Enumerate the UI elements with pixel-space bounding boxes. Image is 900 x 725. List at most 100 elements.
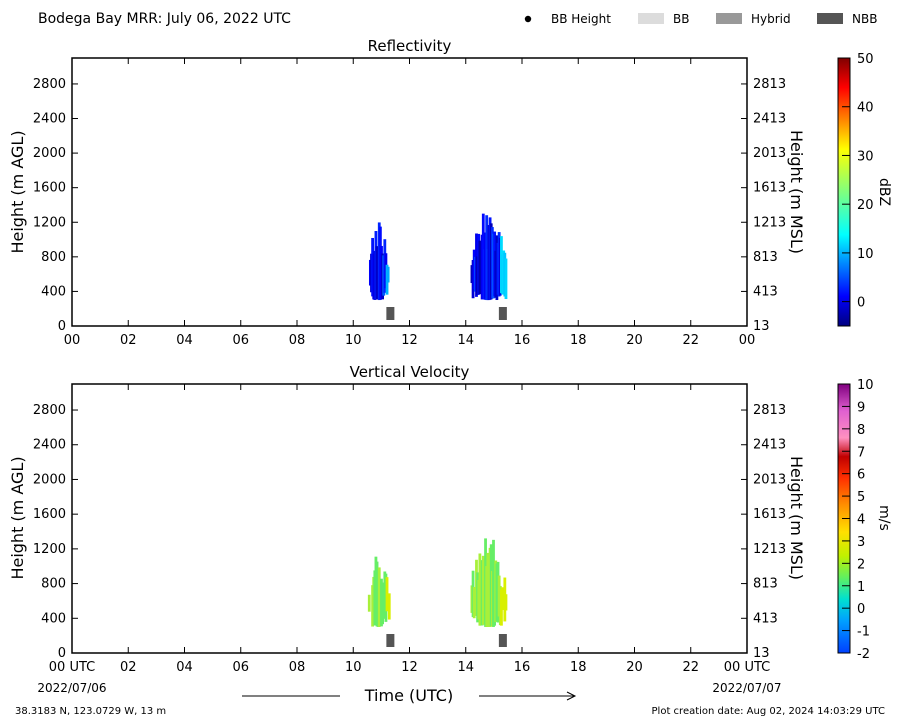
colorbar-tick-label: 40 bbox=[857, 101, 874, 116]
dbz-colorbar-label: dBZ bbox=[876, 178, 892, 206]
x-tick-label: 00 bbox=[739, 333, 756, 348]
nbb-marker bbox=[498, 307, 507, 320]
legend-bb-swatch bbox=[638, 13, 664, 24]
echo-column bbox=[367, 594, 371, 612]
nbb-marker bbox=[386, 307, 395, 320]
colorbar-tick-label: 10 bbox=[857, 378, 874, 393]
x-tick-label: 10 bbox=[345, 660, 362, 675]
echo-column bbox=[387, 593, 391, 620]
y-tick-label-left: 2800 bbox=[33, 77, 66, 92]
echo-column bbox=[501, 587, 504, 611]
y-tick-label-right: 2813 bbox=[753, 403, 786, 418]
time-axis-label: Time (UTC) bbox=[364, 686, 453, 705]
velocity-title: Vertical Velocity bbox=[350, 363, 470, 381]
x-tick-label: 08 bbox=[289, 333, 306, 348]
x-tick-label: 22 bbox=[682, 660, 699, 675]
velocity-echo-layer bbox=[367, 538, 508, 627]
echo-column bbox=[486, 552, 490, 627]
echo-column bbox=[377, 567, 381, 627]
reflectivity-right-axis: 13 413 813 1213 1613 2013 2413 2813 bbox=[741, 77, 786, 334]
echo-column bbox=[504, 594, 508, 611]
end-date: 2022/07/07 bbox=[712, 681, 781, 695]
legend: BB Height BB Hybrid NBB bbox=[524, 12, 877, 26]
legend-nbb-swatch bbox=[817, 13, 843, 24]
figure-title: Bodega Bay MRR: July 06, 2022 UTC bbox=[38, 11, 291, 27]
x-tick-label: 22 bbox=[682, 333, 699, 348]
velocity-colorbar-label: m/s bbox=[876, 505, 892, 531]
y-tick-label-left: 2400 bbox=[33, 112, 66, 127]
x-tick-label: 12 bbox=[401, 333, 418, 348]
x-tick-label: 00 UTC bbox=[724, 660, 770, 675]
x-tick-label: 06 bbox=[232, 660, 249, 675]
velocity-colorbar-ticks: -2 -1 0 1 2 3 4 5 6 7 8 9 10 bbox=[842, 378, 874, 662]
y-tick-label-left: 0 bbox=[58, 319, 66, 334]
colorbar-tick-label: 0 bbox=[857, 602, 865, 617]
y-tick-label-left: 1600 bbox=[33, 507, 66, 522]
y-tick-label-right: 413 bbox=[753, 284, 778, 299]
y-tick-label-left: 400 bbox=[41, 284, 66, 299]
y-tick-label-left: 0 bbox=[58, 646, 66, 661]
x-tick-label: 18 bbox=[570, 660, 587, 675]
colorbar-tick-label: 6 bbox=[857, 468, 865, 483]
reflectivity-title: Reflectivity bbox=[368, 37, 452, 55]
velocity-plot-area bbox=[71, 383, 748, 654]
y-tick-label-right: 13 bbox=[753, 319, 770, 334]
y-tick-label-left: 1200 bbox=[33, 215, 66, 230]
time-arrow-head bbox=[566, 691, 577, 701]
velocity-left-axis: 0 400 800 1200 1600 2000 2400 2800 bbox=[33, 403, 78, 661]
y-tick-label-right: 1613 bbox=[753, 181, 786, 196]
y-tick-label-left: 800 bbox=[41, 577, 66, 592]
y-tick-label-right: 2413 bbox=[753, 438, 786, 453]
colorbar-tick-label: 2 bbox=[857, 557, 865, 572]
x-tick-label: 20 bbox=[626, 333, 643, 348]
colorbar-tick-label: 50 bbox=[857, 52, 874, 67]
x-tick-label: 18 bbox=[570, 333, 587, 348]
x-tick-label: 06 bbox=[232, 333, 249, 348]
echo-column bbox=[385, 577, 389, 612]
colorbar-tick-label: 5 bbox=[857, 490, 865, 505]
x-tick-label: 16 bbox=[514, 660, 531, 675]
legend-bb-height-label: BB Height bbox=[551, 12, 611, 26]
echo-column bbox=[478, 553, 482, 626]
colorbar-tick-label: 3 bbox=[857, 535, 865, 550]
echo-column bbox=[504, 258, 508, 300]
legend-hybrid-swatch bbox=[716, 13, 742, 24]
colorbar-tick-label: -1 bbox=[857, 625, 870, 640]
y-tick-label-right: 2013 bbox=[753, 146, 786, 161]
colorbar-tick-label: 0 bbox=[857, 296, 865, 311]
x-tick-label: 00 UTC bbox=[49, 660, 95, 675]
reflectivity-panel: Reflectivity 040080012001600200024002800… bbox=[8, 37, 892, 348]
y-tick-label-left: 1600 bbox=[33, 181, 66, 196]
colorbar-tick-label: 30 bbox=[857, 149, 874, 164]
y-tick-label-right: 1613 bbox=[753, 507, 786, 522]
y-tick-label-right: 1213 bbox=[753, 215, 786, 230]
legend-bb-height-marker bbox=[524, 15, 532, 23]
reflectivity-x-axis: 00 02 04 06 08 10 12 14 16 18 20 22 00 bbox=[64, 58, 756, 348]
reflectivity-left-axis: 0 400 800 1200 1600 2000 2400 2800 bbox=[33, 77, 78, 334]
reflectivity-ylabel-right: Height (m MSL) bbox=[787, 130, 806, 254]
velocity-x-axis: 00 UTC 02 04 06 08 10 12 14 16 18 20 22 00 UTC bbox=[49, 384, 770, 675]
y-tick-label-left: 800 bbox=[41, 250, 66, 265]
velocity-ylabel-left: Height (m AGL) bbox=[8, 456, 27, 579]
x-tick-label: 04 bbox=[176, 333, 193, 348]
nbb-marker bbox=[498, 634, 507, 647]
colorbar-tick-label: 10 bbox=[857, 247, 874, 262]
echo-column bbox=[481, 555, 485, 625]
y-tick-label-left: 2000 bbox=[33, 146, 66, 161]
y-tick-label-right: 2013 bbox=[753, 472, 786, 487]
x-tick-label: 02 bbox=[120, 333, 137, 348]
x-tick-label: 20 bbox=[626, 660, 643, 675]
y-tick-label-left: 2000 bbox=[33, 472, 66, 487]
dbz-colorbar bbox=[837, 57, 851, 327]
y-tick-label-right: 813 bbox=[753, 577, 778, 592]
x-tick-label: 14 bbox=[457, 660, 474, 675]
colorbar-tick-label: 20 bbox=[857, 198, 874, 213]
echo-column bbox=[478, 240, 482, 295]
nbb-marker bbox=[386, 634, 395, 647]
location-footer: 38.3183 N, 123.0729 W, 13 m bbox=[15, 706, 166, 717]
creation-date-footer: Plot creation date: Aug 02, 2024 14:03:2… bbox=[652, 706, 885, 717]
legend-bb-label: BB bbox=[673, 12, 689, 26]
reflectivity-echo-layer bbox=[368, 213, 508, 301]
velocity-right-axis: 13 413 813 1213 1613 2013 2413 2813 bbox=[741, 403, 786, 661]
start-date: 2022/07/06 bbox=[37, 681, 106, 695]
